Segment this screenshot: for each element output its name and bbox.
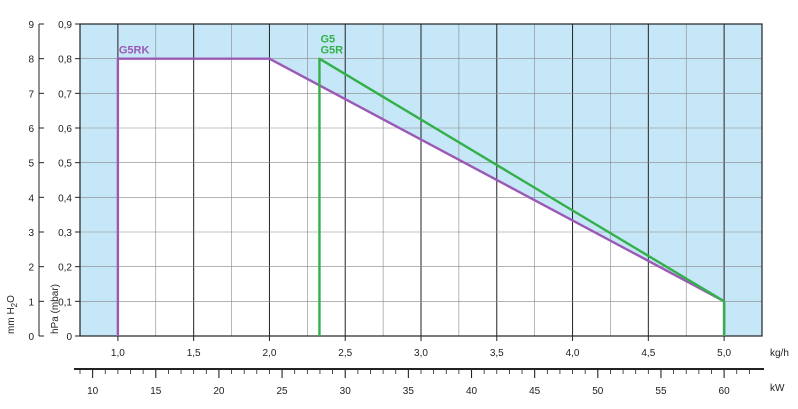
kw-tick-label: 20 [213,386,225,397]
kw-tick-label: 35 [403,386,415,397]
series-line-1 [318,57,726,336]
x-tick-label: 3,0 [414,348,428,359]
y-hpa-tick-label: 0,7 [58,89,72,100]
y-hpa-tick-label: 0,5 [58,159,72,170]
kw-tick-label: 60 [719,386,731,397]
y-hpa-tick-label: 0,8 [58,55,72,66]
axes: 1,0 1,5 2,0 2,5 3,0 3,5 4,0 4,5 5,0 kg/h 0 0,1 0,2 0,… [6,20,789,359]
y-mmh2o-tick-label: 7 [28,89,34,100]
y-hpa-tick-label: 0,9 [58,20,72,31]
x-tick-label: 3,5 [490,348,504,359]
y-mmh2o-tick-label: 4 [28,193,34,204]
y-mmh2o-tick-label: 0 [28,332,34,343]
series-group [116,57,726,336]
y-mmh2o-tick-label: 3 [28,228,34,239]
y-mmh2o-tick-label: 1 [28,297,34,308]
y-hpa-tick-label: 0,1 [58,297,72,308]
y-hpa-tick-label: 0,6 [58,124,72,135]
kw-tick-label: 55 [655,386,667,397]
series-label-0: G5RK [119,45,150,57]
x-tick-label: 2,0 [262,348,276,359]
kw-tick-label: 25 [277,386,289,397]
kw-axis-unit: kW [770,383,785,394]
y-hpa-tick-label: 0 [66,332,72,343]
x-tick-label: 4,5 [641,348,655,359]
x-tick-label: 1,5 [187,348,201,359]
series-label-1: G5R [320,45,343,57]
y-mmh2o-tick-label: 8 [28,55,34,66]
kw-tick-label: 45 [529,386,541,397]
series-label-1: G5 [320,34,335,46]
x-tick-label: 1,0 [111,348,125,359]
kw-tick-label: 10 [87,386,99,397]
y-mmh2o-tick-label: 5 [28,159,34,170]
y-hpa-tick-label: 0,2 [58,263,72,274]
x-tick-label: 4,0 [566,348,580,359]
kw-tick-label: 15 [150,386,162,397]
x-axis-unit: kg/h [770,348,789,359]
y-hpa-axis-title: hPa (mbar) [50,284,61,334]
kw-tick-label: 40 [466,386,478,397]
x-tick-label: 5,0 [717,348,731,359]
y-mmh2o-axis-title: mm H2O [6,295,19,334]
x-tick-label: 2,5 [338,348,352,359]
y-mmh2o-tick-label: 9 [28,20,34,31]
kw-tick-label: 50 [592,386,604,397]
y-hpa-tick-label: 0,4 [58,193,72,204]
kw-tick-label: 30 [340,386,352,397]
y-hpa-tick-label: 0,3 [58,228,72,239]
y-mmh2o-tick-label: 2 [28,263,34,274]
kw-axis: 10 15 20 25 30 35 40 45 50 55 60 kW [74,368,785,397]
y-mmh2o-tick-label: 6 [28,124,34,135]
